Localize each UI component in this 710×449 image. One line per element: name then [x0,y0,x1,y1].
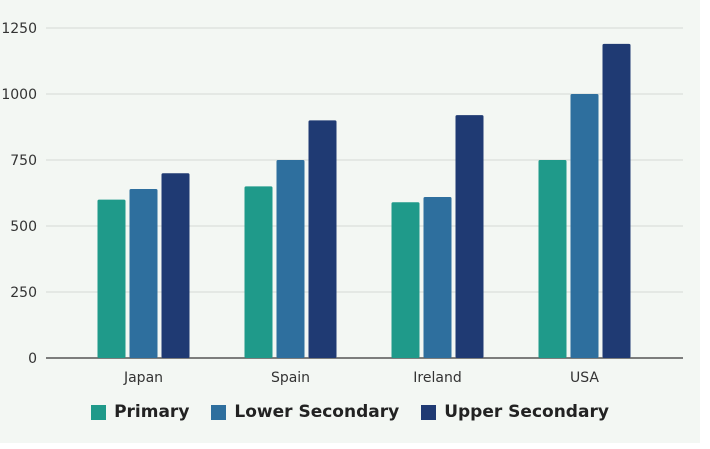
legend-label: Lower Secondary [234,402,400,422]
bar-ireland-primary [391,202,420,358]
legend-swatch [91,404,107,420]
y-tick-label: 1000 [1,87,37,103]
x-tick-label: USA [570,370,599,386]
y-tick-label: 500 [10,219,37,235]
bar-spain-upper-secondary [308,120,337,359]
y-tick-label: 1250 [1,21,37,37]
legend-swatch [421,404,437,420]
bar-usa-lower-secondary [570,94,599,358]
y-tick-label: 750 [10,153,37,169]
bar-spain-primary [244,186,273,358]
legend-item: Primary [91,402,189,422]
bar-japan-primary [97,199,126,358]
x-tick-label: Ireland [413,370,461,386]
bar-chart: 0 250 500 750 1000 1250 Japan Spain Ireland USA [1,21,683,386]
bar-spain-lower-secondary [276,160,305,358]
bars [97,43,631,359]
chart-container: 0 250 500 750 1000 1250 Japan Spain Ireland USA … [0,0,700,443]
bar-usa-primary [538,160,567,358]
legend: Primary Lower Secondary Upper Secondary [0,398,700,426]
y-tick-label: 250 [10,285,37,301]
x-tick-label: Japan [123,370,163,386]
bar-ireland-lower-secondary [423,196,452,358]
legend-label: Primary [114,402,190,422]
legend-label: Upper Secondary [444,402,609,422]
y-tick-label: 0 [28,351,37,367]
bar-japan-upper-secondary [161,173,190,358]
legend-item: Upper Secondary [421,402,609,422]
legend-swatch [211,404,227,420]
x-axis-ticks: Japan Spain Ireland USA [123,370,599,386]
bar-japan-lower-secondary [129,189,158,358]
bar-ireland-upper-secondary [455,115,484,359]
bar-usa-upper-secondary [602,43,631,359]
legend-item: Lower Secondary [211,402,399,422]
x-tick-label: Spain [271,370,310,386]
y-axis-ticks: 0 250 500 750 1000 1250 [1,21,37,367]
